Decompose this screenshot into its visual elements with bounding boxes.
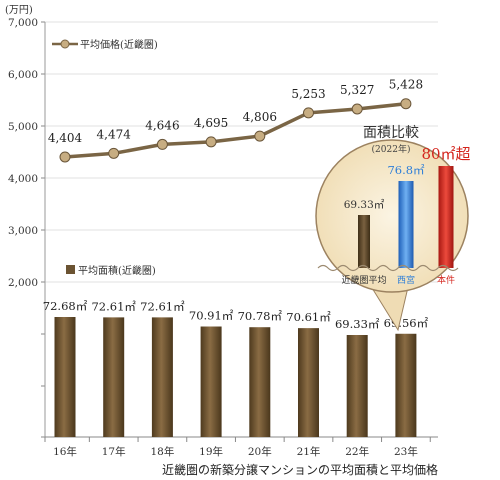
comparison-bar	[398, 181, 414, 268]
chart-caption: 近畿圏の新築分譲マンションの平均面積と平均価格	[162, 463, 439, 477]
comparison-value-label: 80㎡超	[421, 145, 470, 163]
area-bar	[346, 335, 368, 437]
area-value-label: 70.91㎡	[189, 309, 234, 323]
bubble-circle	[315, 139, 469, 293]
price-value-label: 4,695	[194, 116, 228, 130]
comparison-wavy-baseline	[317, 264, 459, 272]
x-tick-label: 22年	[345, 445, 369, 458]
price-value-label: 5,253	[291, 87, 325, 101]
y-axis: 2,000 3,000 4,000 5,000 6,000 7,000	[8, 17, 45, 438]
comparison-subtitle: (2022年)	[372, 143, 411, 155]
legend-price: 平均価格(近畿圏)	[52, 38, 158, 51]
x-tick-label: 20年	[248, 445, 272, 458]
price-point	[254, 130, 266, 142]
x-tick-label: 18年	[150, 445, 174, 458]
legend-price-label: 平均価格(近畿圏)	[80, 38, 158, 51]
comparison-bar	[438, 166, 454, 268]
x-tick-label: 23年	[394, 445, 418, 458]
y-tick-label: 2,000	[8, 277, 38, 289]
legend-area-label: 平均面積(近畿圏)	[78, 264, 156, 277]
x-axis: 16年 17年 18年 19年 20年 21年 22年 23年	[44, 437, 431, 458]
x-tick-label: 21年	[297, 445, 321, 458]
y-axis-unit: (万円)	[5, 5, 33, 16]
area-value-label: 70.78㎡	[238, 309, 283, 323]
area-value-label: 72.61㎡	[140, 299, 185, 313]
area-bar	[200, 326, 222, 437]
x-tick-label: 16年	[53, 445, 77, 458]
y-tick-label: 7,000	[8, 17, 38, 29]
price-value-label: 5,327	[340, 83, 374, 97]
comparison-value-label: 76.8㎡	[387, 163, 425, 177]
price-series-line	[64, 102, 407, 159]
comparison-category-label: 近畿圏平均	[341, 274, 386, 286]
x-tick-label: 19年	[199, 445, 223, 458]
price-point	[205, 136, 217, 148]
comparison-title: 面積比較	[363, 125, 419, 141]
area-bar	[151, 317, 173, 437]
price-value-label: 4,646	[145, 118, 179, 132]
price-value-label: 4,404	[48, 131, 83, 145]
area-value-label: 72.61㎡	[91, 299, 136, 313]
price-value-label: 5,428	[389, 78, 423, 92]
area-value-label: 70.61㎡	[286, 310, 331, 324]
area-bar	[249, 327, 271, 437]
comparison-value-label: 69.33㎡	[344, 199, 385, 211]
area-bar	[395, 333, 417, 437]
y-tick-label: 6,000	[8, 69, 38, 81]
price-point	[156, 138, 168, 150]
area-value-label: 69.33㎡	[335, 317, 380, 331]
price-point	[303, 107, 314, 119]
y-tick-label: 3,000	[8, 225, 38, 237]
price-value-label: 4,806	[243, 110, 277, 124]
price-value-label: 4,474	[97, 127, 132, 141]
x-tick-label: 17年	[102, 445, 126, 458]
price-line: 4,404 4,474 4,646 4,695 4,806 5,253 5,327 5,428	[48, 78, 423, 163]
legend-area: 平均面積(近畿圏)	[66, 264, 156, 277]
area-bar	[103, 317, 125, 437]
price-point	[108, 147, 120, 159]
area-value-label: 72.68㎡	[43, 299, 88, 313]
area-bar	[54, 317, 76, 437]
price-point	[400, 98, 412, 110]
area-bar	[298, 328, 319, 437]
price-point	[59, 151, 71, 163]
comparison-category-label: 本件	[437, 274, 455, 286]
comparison-category-label: 西宮	[397, 274, 415, 286]
price-point	[351, 103, 363, 115]
comparison-bar	[358, 215, 370, 268]
y-tick-label: 4,000	[8, 173, 38, 185]
y-tick-label: 5,000	[8, 121, 38, 133]
